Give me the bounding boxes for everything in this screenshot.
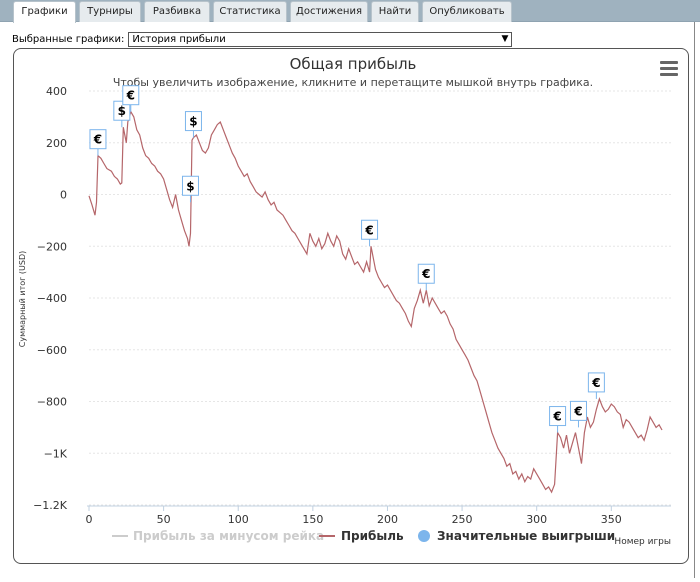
big-win-marker-box bbox=[417, 263, 435, 284]
y-tick-label: −800 bbox=[37, 396, 67, 409]
x-tick-label: 100 bbox=[228, 513, 249, 526]
y-tick-label: −1.2K bbox=[33, 499, 68, 512]
big-win-marker[interactable]: € bbox=[587, 372, 605, 399]
profit-chart[interactable]: Общая прибыль Чтобы увеличить изображени… bbox=[14, 49, 688, 563]
big-win-marker-symbol: € bbox=[591, 376, 600, 390]
x-tick-label: 200 bbox=[377, 513, 398, 526]
big-win-marker-symbol: € bbox=[93, 133, 102, 147]
big-win-marker[interactable]: € bbox=[417, 263, 435, 291]
x-tick-label: 250 bbox=[452, 513, 473, 526]
tab-breakdown[interactable]: Разбивка bbox=[144, 1, 210, 22]
legend-swatch-big-wins bbox=[418, 530, 430, 542]
y-tick-label: −1K bbox=[44, 447, 68, 460]
legend-label-net-profit[interactable]: Прибыль за минусом рейка bbox=[133, 529, 324, 543]
tab-find[interactable]: Найти bbox=[371, 1, 419, 22]
big-win-marker-box bbox=[181, 175, 199, 196]
window-right-border bbox=[694, 22, 695, 578]
big-win-marker-symbol: $ bbox=[189, 115, 197, 129]
y-axis-label: Суммарный итог (USD) bbox=[18, 251, 27, 348]
y-tick-label: 400 bbox=[46, 85, 67, 98]
big-win-marker-box bbox=[549, 406, 567, 427]
big-win-marker-box bbox=[361, 219, 379, 240]
x-tick-label: 350 bbox=[601, 513, 622, 526]
big-win-marker-symbol: € bbox=[364, 223, 373, 237]
tab-achievements[interactable]: Достижения bbox=[290, 1, 368, 22]
series-line-profit[interactable] bbox=[88, 110, 663, 494]
tab-bar: Графики Турниры Разбивка Статистика Дост… bbox=[0, 0, 700, 23]
y-tick-label: 200 bbox=[46, 137, 67, 150]
big-win-marker-box bbox=[122, 85, 140, 106]
big-win-marker-box bbox=[569, 400, 587, 421]
x-tick-label: 50 bbox=[157, 513, 171, 526]
tab-charts[interactable]: Графики bbox=[13, 1, 76, 23]
y-tick-label: −600 bbox=[37, 344, 67, 357]
y-tick-label: −400 bbox=[37, 292, 67, 305]
big-win-marker[interactable]: $ bbox=[181, 175, 199, 203]
big-win-marker-box bbox=[587, 372, 605, 393]
chart-subtitle: Чтобы увеличить изображение, кликните и … bbox=[113, 76, 593, 89]
big-win-marker[interactable]: € bbox=[549, 406, 567, 433]
big-win-marker[interactable]: $ bbox=[113, 100, 131, 128]
big-win-marker-symbol: € bbox=[421, 267, 430, 281]
big-win-marker[interactable]: $ bbox=[184, 111, 202, 138]
y-tick-label: −200 bbox=[37, 240, 67, 253]
y-tick-label: 0 bbox=[60, 189, 67, 202]
legend-label-big-wins[interactable]: Значительные выигрыши bbox=[437, 529, 615, 543]
x-tick-label: 300 bbox=[526, 513, 547, 526]
big-win-marker[interactable]: € bbox=[361, 219, 379, 247]
big-win-marker-symbol: $ bbox=[186, 179, 194, 193]
x-tick-label: 0 bbox=[86, 513, 93, 526]
chart-selector-label: Выбранные графики: bbox=[12, 33, 125, 45]
big-win-marker-symbol: € bbox=[126, 89, 135, 103]
big-win-marker-box bbox=[113, 100, 131, 121]
chart-selector-value: История прибыли bbox=[132, 33, 226, 45]
tab-tournaments[interactable]: Турниры bbox=[79, 1, 141, 22]
x-axis-label: Номер игры bbox=[614, 537, 671, 547]
chart-panel: Общая прибыль Чтобы увеличить изображени… bbox=[13, 48, 689, 564]
chart-selector-dropdown[interactable]: История прибыли ▼ bbox=[128, 31, 513, 47]
big-win-marker-box bbox=[184, 111, 202, 132]
big-win-marker[interactable]: € bbox=[122, 85, 140, 112]
big-win-marker[interactable]: € bbox=[569, 400, 587, 428]
x-tick-label: 150 bbox=[302, 513, 323, 526]
hamburger-menu-icon[interactable] bbox=[660, 61, 678, 76]
chevron-down-icon: ▼ bbox=[501, 33, 509, 44]
tab-statistics[interactable]: Статистика bbox=[213, 1, 287, 22]
big-win-marker-box bbox=[89, 129, 107, 150]
big-win-marker-symbol: € bbox=[552, 410, 561, 424]
big-win-marker-symbol: $ bbox=[118, 104, 126, 118]
chart-legend: Прибыль за минусом рейка Прибыль Значите… bbox=[112, 529, 615, 543]
chart-selector-row: Выбранные графики: История прибыли ▼ bbox=[12, 31, 513, 47]
chart-title: Общая прибыль bbox=[290, 55, 417, 73]
big-win-marker[interactable]: € bbox=[89, 129, 107, 156]
tab-publish[interactable]: Опубликовать bbox=[422, 1, 512, 22]
legend-label-profit[interactable]: Прибыль bbox=[341, 529, 404, 543]
big-win-marker-symbol: € bbox=[573, 404, 582, 418]
